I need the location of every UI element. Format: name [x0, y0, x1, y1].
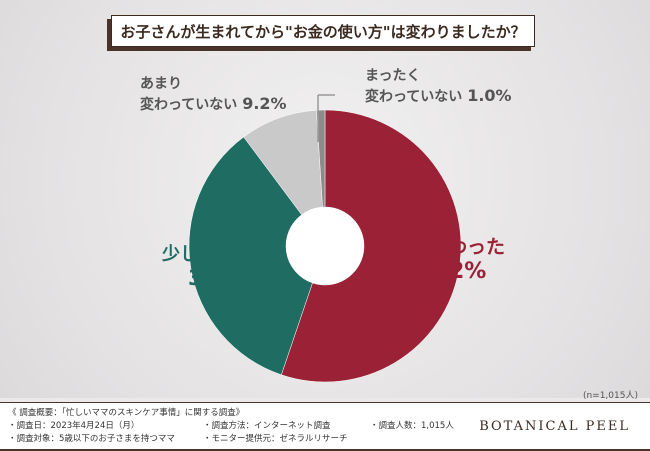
- survey-count: ・調査人数：1,015人: [370, 421, 454, 431]
- pie-slice-1: [188, 136, 313, 376]
- survey-method: ・調査方法：インターネット調査: [203, 421, 331, 431]
- sample-size: (n=1,015人): [582, 391, 638, 401]
- survey-summary: 《 調査概要：「忙しいママのスキンケア事情」に関する調査》: [8, 408, 245, 418]
- brand-logo: BOTANICAL PEEL: [479, 419, 630, 434]
- slice-label-sukoshi: 少し変わった 34.6%: [162, 244, 270, 290]
- slice-label-amari: あまり 変わっていない 9.2%: [140, 76, 287, 113]
- survey-footer: 《 調査概要：「忙しいママのスキンケア事情」に関する調査》 ・調査日：2023年…: [0, 402, 650, 451]
- chart-title: お子さんが生まれてから"お金の使い方"は変わりましたか？: [111, 15, 535, 47]
- survey-target: ・調査対象：5歳以下のお子さまを持つママ: [8, 434, 175, 444]
- donut-chart: [188, 94, 462, 383]
- survey-provider: ・モニター提供元：ゼネラルリサーチ: [203, 434, 348, 444]
- donut-hole: [286, 207, 364, 285]
- survey-date: ・調査日：2023年4月24日（月）: [8, 421, 140, 431]
- slice-label-kanari: かなり変わった 55.2%: [372, 236, 506, 284]
- slice-label-mattaku: まったく 変わっていない 1.0%: [365, 68, 512, 105]
